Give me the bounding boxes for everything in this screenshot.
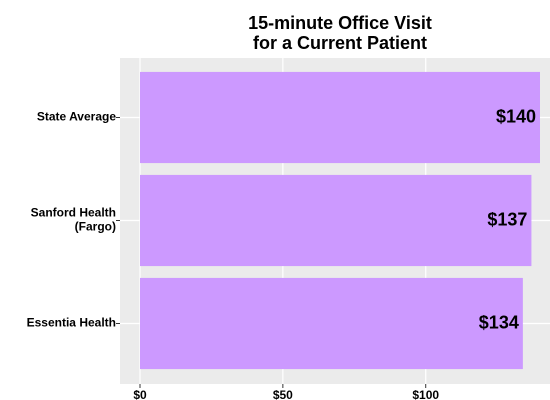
value-label: $140 [496, 106, 536, 126]
bar [140, 174, 532, 267]
x-tick-label: $0 [133, 388, 147, 400]
value-label: $137 [487, 209, 527, 229]
y-tick-label: State Average [37, 110, 116, 124]
bar [140, 277, 523, 370]
y-tick-label: Sanford Health (Fargo) [31, 206, 116, 234]
x-tick-label: $100 [412, 388, 439, 400]
y-tick-label: Essentia Health [27, 316, 116, 330]
chart-title: 15-minute Office Visit for a Current Pati… [248, 13, 432, 53]
value-label: $134 [479, 312, 519, 332]
x-tick-label: $50 [273, 388, 293, 400]
bar [140, 71, 540, 164]
